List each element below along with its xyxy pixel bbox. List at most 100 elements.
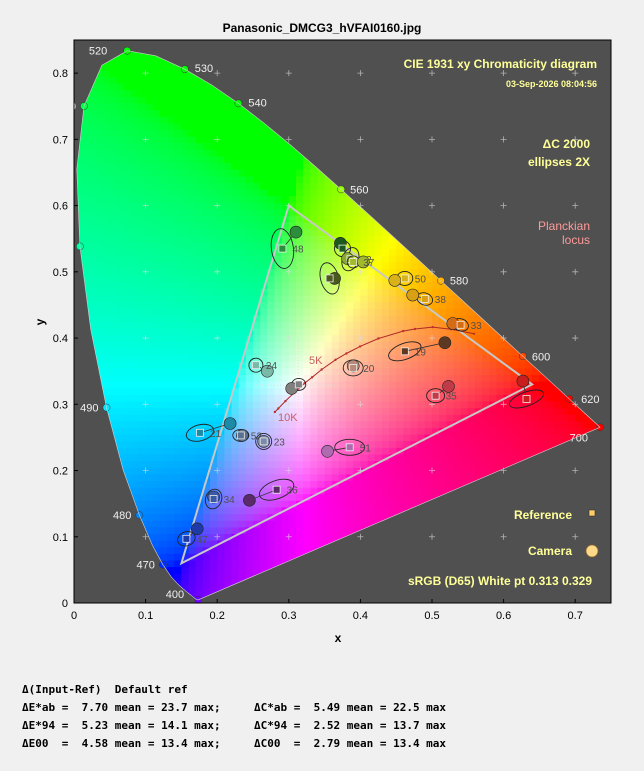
- gamut-cell: [188, 308, 197, 316]
- gamut-cell: [231, 109, 240, 117]
- gamut-cell: [88, 281, 97, 289]
- gamut-cell: [253, 235, 261, 243]
- gamut-cell: [174, 281, 182, 289]
- gamut-cell: [410, 401, 419, 409]
- gamut-cell: [167, 348, 175, 356]
- gamut-cell: [353, 228, 361, 236]
- gamut-cell: [224, 394, 233, 402]
- gamut-cell: [467, 434, 476, 442]
- gamut-cell: [231, 341, 240, 349]
- gamut-cell: [424, 467, 433, 475]
- gamut-cell: [253, 122, 261, 130]
- gamut-cell: [432, 314, 440, 323]
- gamut-cell: [331, 460, 340, 468]
- gamut-cell: [310, 348, 319, 356]
- gamut-cell: [181, 341, 190, 349]
- gamut-cell: [317, 189, 326, 197]
- gamut-cell: [188, 136, 197, 144]
- gamut-cell: [181, 500, 190, 508]
- gamut-cell: [81, 182, 89, 190]
- gamut-cell: [202, 122, 211, 130]
- gamut-cell: [145, 487, 154, 495]
- gamut-cell: [260, 394, 268, 402]
- gamut-cell: [331, 420, 340, 429]
- gamut-cell: [159, 394, 168, 402]
- gamut-cell: [145, 162, 154, 170]
- gamut-cell: [303, 235, 311, 243]
- gamut-cell: [117, 96, 125, 104]
- gamut-cell: [88, 288, 97, 296]
- gamut-cell: [159, 308, 168, 316]
- gamut-cell: [231, 533, 240, 541]
- gamut-cell: [95, 109, 104, 117]
- gamut-cell: [324, 321, 333, 329]
- gamut-cell: [346, 460, 354, 468]
- gamut-cell: [231, 434, 240, 442]
- gamut-cell: [224, 122, 233, 130]
- gamut-cell: [95, 182, 104, 190]
- gamut-cell: [288, 301, 297, 309]
- gamut-cell: [245, 467, 254, 475]
- gamut-cell: [310, 314, 319, 323]
- gamut-cell: [95, 354, 104, 362]
- gamut-cell: [76, 149, 82, 157]
- gamut-cell: [360, 367, 369, 376]
- gamut-cell: [453, 387, 462, 395]
- gamut-cell: [181, 182, 190, 190]
- gamut-cell: [260, 447, 268, 455]
- gamut-cell: [124, 195, 132, 203]
- gamut-cell: [274, 387, 283, 395]
- gamut-cell: [360, 301, 369, 309]
- gamut-cell: [303, 414, 311, 422]
- gamut-cell: [267, 142, 276, 150]
- gamut-cell: [281, 149, 290, 157]
- gamut-cell: [124, 394, 132, 402]
- gamut-cell: [217, 420, 225, 429]
- gamut-cell: [124, 182, 132, 190]
- gamut-cell: [360, 414, 369, 422]
- gamut-cell: [245, 308, 254, 316]
- gamut-cell: [460, 361, 469, 369]
- gamut-cell: [174, 129, 182, 137]
- gamut-cell: [274, 202, 283, 210]
- gamut-cell: [324, 255, 333, 263]
- gamut-cell: [303, 513, 311, 521]
- gamut-cell: [117, 116, 125, 124]
- gamut-cell: [109, 334, 118, 342]
- gamut-cell: [145, 116, 154, 124]
- gamut-cell: [159, 334, 168, 342]
- gamut-cell: [145, 301, 154, 309]
- gamut-cell: [338, 202, 347, 210]
- gamut-cell: [260, 361, 268, 369]
- gamut-cell: [296, 281, 304, 289]
- gamut-cell: [281, 546, 290, 554]
- gamut-cell: [446, 480, 455, 488]
- gamut-cell: [145, 381, 154, 389]
- gamut-cell: [202, 208, 211, 217]
- gamut-cell: [117, 109, 125, 117]
- gamut-cell: [360, 222, 369, 230]
- gamut-cell: [202, 275, 211, 283]
- gamut-cell: [260, 129, 268, 137]
- gamut-cell: [338, 328, 347, 336]
- gamut-cell: [460, 420, 469, 429]
- gamut-cell: [353, 281, 361, 289]
- gamut-cell: [389, 427, 397, 435]
- gamut-cell: [446, 460, 455, 468]
- gamut-cell: [131, 228, 140, 236]
- gamut-cell: [346, 328, 354, 336]
- gamut-cell: [152, 89, 161, 97]
- gamut-cell: [81, 248, 89, 256]
- gamut-cell: [202, 553, 211, 561]
- gamut-cell: [338, 447, 347, 455]
- gamut-cell: [88, 228, 97, 236]
- gamut-cell: [296, 288, 304, 296]
- gamut-cell: [389, 434, 397, 442]
- gamut-cell: [238, 367, 247, 376]
- gamut-cell: [174, 275, 182, 283]
- gamut-cell: [145, 493, 154, 501]
- gamut-cell: [138, 255, 147, 263]
- gamut-cell: [288, 420, 297, 429]
- gamut-cell: [317, 288, 326, 296]
- gamut-cell: [303, 473, 311, 481]
